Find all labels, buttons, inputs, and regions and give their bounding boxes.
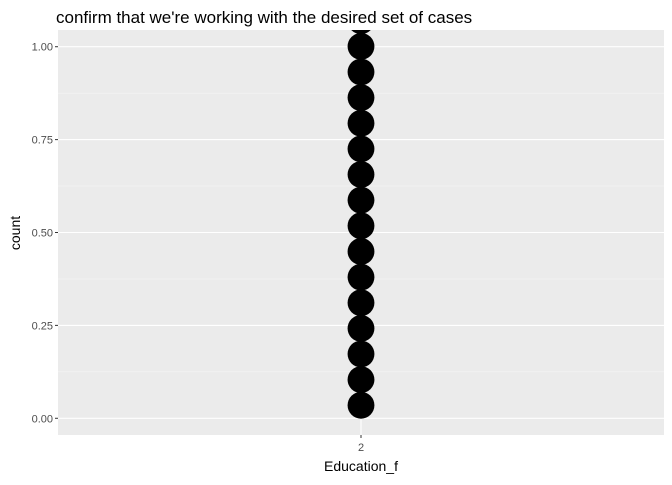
dot-point <box>347 263 375 291</box>
dot-point <box>347 161 375 188</box>
dot-point <box>347 109 375 137</box>
dot-point <box>347 84 375 112</box>
y-tick-label: 0.00 <box>32 413 53 425</box>
dot-point <box>347 212 375 240</box>
dot-point <box>347 58 375 86</box>
dot-point <box>347 32 375 60</box>
y-tick-label: 0.75 <box>32 135 53 147</box>
y-axis: 0.00 0.25 0.50 0.75 1.00 <box>32 42 58 425</box>
dot-point <box>351 30 371 35</box>
x-tick-label: 2 <box>358 442 364 454</box>
dot-series <box>347 30 375 419</box>
chart-title: confirm that we're working with the desi… <box>56 8 472 27</box>
dot-point <box>347 238 375 265</box>
y-axis-title: count <box>7 216 23 250</box>
dot-point <box>347 366 375 394</box>
dot-point <box>347 289 375 317</box>
x-axis: 2 <box>358 435 364 454</box>
dot-point <box>347 314 375 342</box>
y-tick-label: 0.25 <box>32 320 53 332</box>
x-axis-title: Education_f <box>324 458 398 474</box>
dot-point <box>347 391 375 419</box>
dot-point <box>347 340 375 368</box>
y-tick-label: 0.50 <box>32 228 53 240</box>
y-tick-label: 1.00 <box>32 42 53 54</box>
dot-point <box>347 186 375 214</box>
dot-point <box>347 135 375 163</box>
